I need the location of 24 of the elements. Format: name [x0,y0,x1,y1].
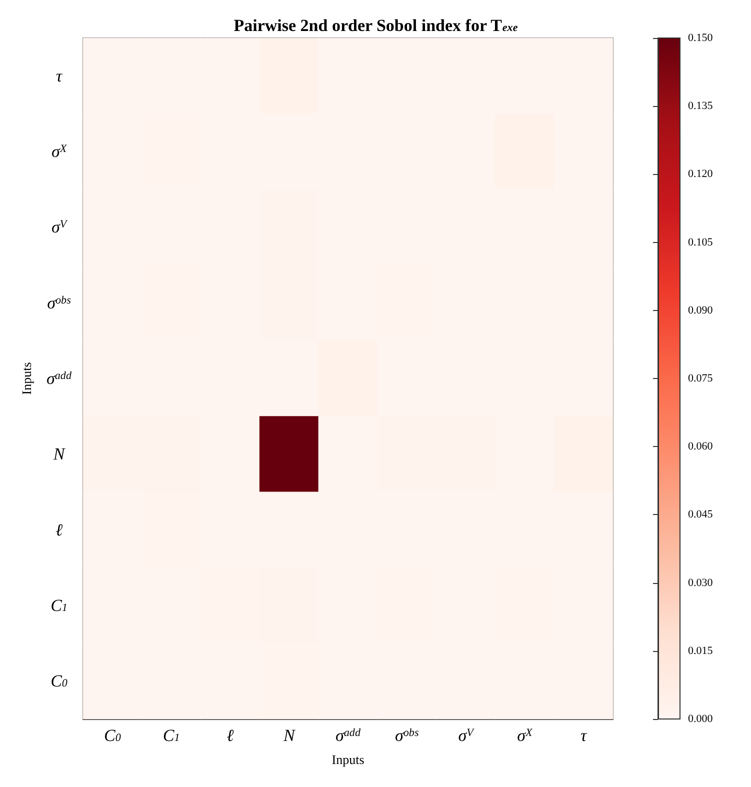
chart-title: Pairwise 2nd order Sobol index for Texe [234,16,518,35]
y-tick-label: C1 [50,596,68,615]
color-bar-label: 0.120 [688,168,714,180]
y-axis-title: Inputs [19,362,34,395]
y-tick-label: τ [56,66,63,86]
x-tick-label: τ [580,726,588,745]
color-bar-label: 0.105 [688,236,714,248]
y-tick-label: ℓ [55,520,63,540]
y-tick-label: N [52,444,66,464]
x-tick-label: N [282,726,296,745]
color-bar-label: 0.075 [688,372,714,384]
color-bar-label: 0.150 [688,32,714,44]
y-tick-label: C0 [50,672,68,691]
color-bar-label: 0.045 [688,508,714,521]
color-bar-label: 0.030 [688,576,714,589]
x-tick-label: C1 [162,726,180,745]
color-bar-label: 0.060 [688,440,714,453]
color-bar-label: 0.000 [688,713,714,725]
color-bar-label: 0.015 [688,644,714,657]
x-tick-label: C0 [104,726,122,745]
color-bar-label: 0.135 [688,100,714,112]
x-tick-label: ℓ [226,726,234,745]
x-axis-title: Inputs [332,752,364,767]
color-bar-label: 0.090 [688,304,714,316]
